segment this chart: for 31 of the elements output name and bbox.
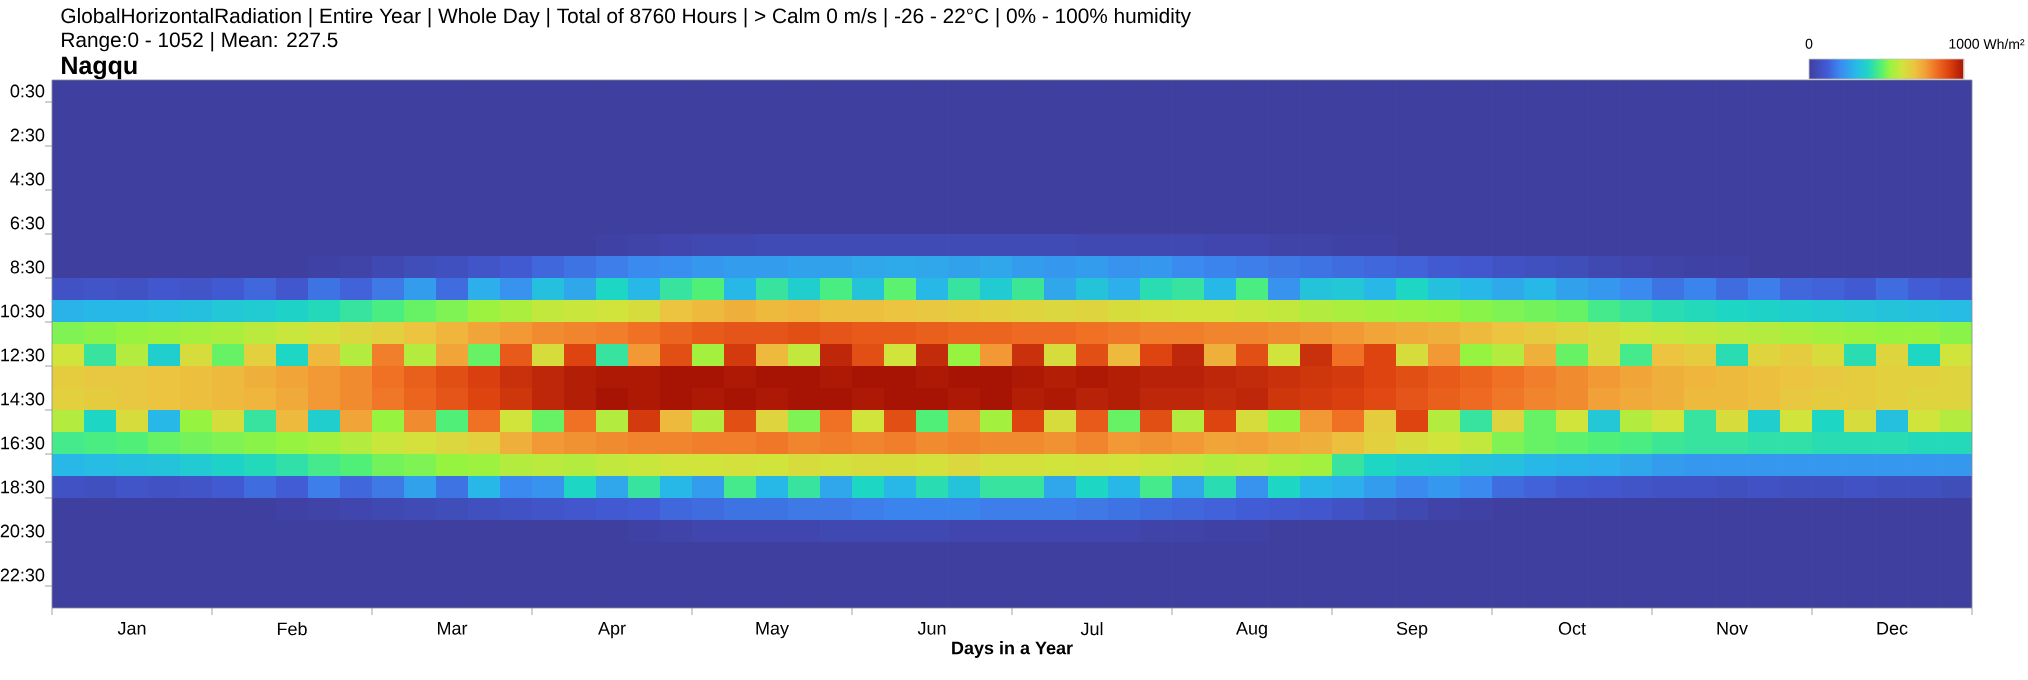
x-tick-label: Sep (1396, 622, 1428, 639)
x-tick-label: May (756, 622, 789, 639)
y-tick-label: 22:30 (0, 568, 45, 582)
color-bar-title: Wh/m² (1983, 38, 2025, 50)
y-tick-label: 18:30 (1, 480, 45, 494)
x-tick-label: Jun (917, 622, 946, 635)
y-tick-label: 14:30 (1, 392, 45, 406)
x-tick-label: Feb (277, 622, 307, 636)
x-tick-label: Apr (598, 622, 626, 639)
color-bar-label: 0 (1805, 38, 1813, 49)
y-tick-label: 16:30 (1, 436, 45, 450)
x-tick-label: Oct (1558, 622, 1586, 635)
y-tick-label: 6:30 (10, 216, 45, 230)
chart-title: GlobalHorizontalRadiation | Entire Year | Whole Day | Total of 8760 Hours | > Calm 0 m/s | -26 - 22°C | 0% - 100% humidity (61, 7, 1191, 28)
x-tick-label: Aug (1236, 622, 1267, 639)
x-tick-label: Jul (1080, 622, 1103, 636)
y-tick-label: 8:30 (10, 260, 45, 274)
x-tick-label: Mar (437, 622, 468, 635)
color-bar-label: 1000 (1949, 38, 1980, 49)
text: Nagqu (62, 56, 137, 80)
x-axis-title: Days in a Year (952, 641, 1073, 658)
y-tick-label: 20:30 (0, 524, 45, 538)
x-tick-label: Dec (1877, 622, 1908, 635)
y-tick-label: 10:30 (1, 304, 45, 318)
y-tick-label: 0:30 (10, 84, 45, 98)
chart-subtitle: Range:0 - 1052 | Mean: 227.5 (62, 31, 338, 52)
y-tick-label: 2:30 (10, 128, 45, 142)
y-tick-label: 12:30 (1, 348, 45, 362)
x-tick-label: Jan (117, 622, 146, 635)
y-tick-label: 4:30 (10, 172, 45, 186)
x-tick-label: Nov (1717, 622, 1748, 635)
